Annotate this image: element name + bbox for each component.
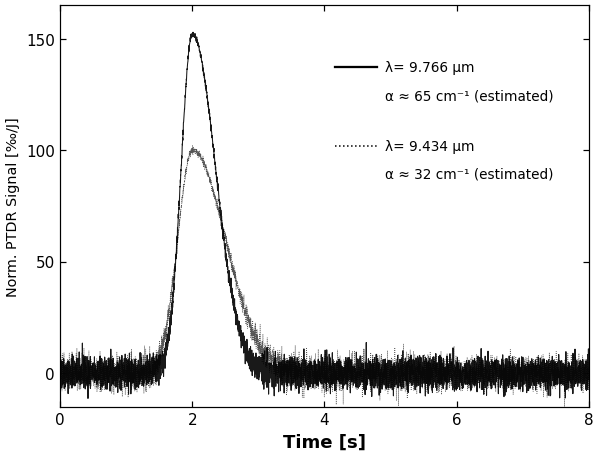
Y-axis label: Norm. PTDR Signal [‰/J]: Norm. PTDR Signal [‰/J] <box>6 117 20 296</box>
Text: λ= 9.434 μm: λ= 9.434 μm <box>385 139 474 153</box>
Text: α ≈ 65 cm⁻¹ (estimated): α ≈ 65 cm⁻¹ (estimated) <box>385 89 553 103</box>
X-axis label: Time [s]: Time [s] <box>283 433 365 451</box>
Text: α ≈ 32 cm⁻¹ (estimated): α ≈ 32 cm⁻¹ (estimated) <box>385 167 553 181</box>
Text: λ= 9.766 μm: λ= 9.766 μm <box>385 61 474 75</box>
